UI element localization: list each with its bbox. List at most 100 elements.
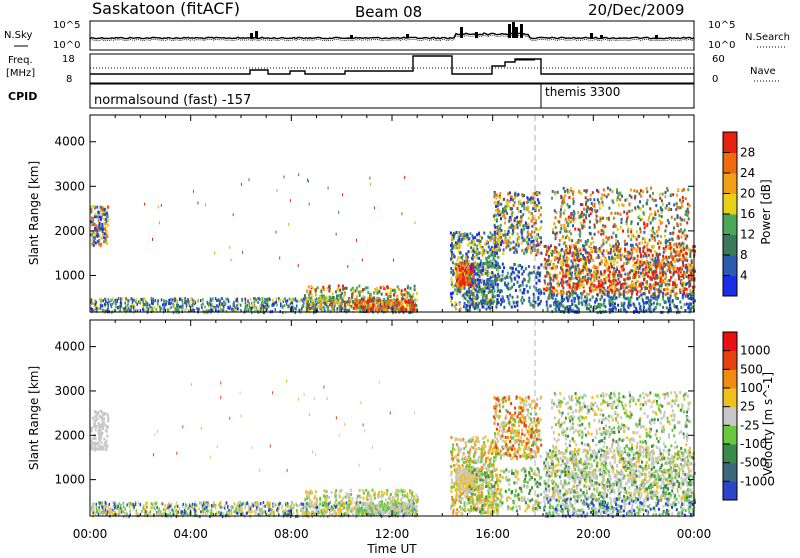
power-echo bbox=[450, 277, 452, 280]
power-echo bbox=[108, 306, 110, 309]
power-echo bbox=[564, 275, 566, 278]
power-echo bbox=[559, 272, 561, 275]
power-echo bbox=[621, 195, 623, 198]
power-echo bbox=[155, 299, 157, 302]
power-echo bbox=[571, 289, 573, 292]
power-echo bbox=[599, 303, 601, 306]
power-echo bbox=[662, 306, 664, 309]
power-echo bbox=[540, 252, 542, 255]
power-echo bbox=[587, 240, 589, 243]
power-echo bbox=[624, 273, 626, 276]
power-echo bbox=[634, 276, 636, 279]
power-echo bbox=[620, 286, 622, 289]
power-echo bbox=[106, 235, 108, 238]
power-echo bbox=[529, 276, 531, 279]
power-echo bbox=[476, 250, 478, 253]
power-echo bbox=[457, 256, 459, 259]
power-echo bbox=[646, 202, 648, 205]
power-echo bbox=[522, 284, 524, 287]
power-echo bbox=[618, 256, 620, 259]
power-echo bbox=[484, 243, 486, 246]
power-echo bbox=[539, 243, 541, 246]
power-echo bbox=[636, 230, 638, 233]
power-echo bbox=[638, 295, 640, 298]
power-echo bbox=[550, 250, 552, 253]
power-echo bbox=[600, 284, 602, 287]
power-echo bbox=[465, 279, 467, 282]
power-echo bbox=[630, 230, 632, 233]
power-echo bbox=[473, 280, 475, 283]
power-echo bbox=[327, 302, 329, 305]
power-echo bbox=[620, 226, 622, 229]
power-echo bbox=[288, 305, 290, 308]
power-echo bbox=[358, 285, 360, 288]
power-echo bbox=[565, 227, 567, 230]
power-echo bbox=[529, 247, 531, 250]
power-echo bbox=[676, 292, 678, 295]
power-echo bbox=[567, 283, 569, 286]
power-echo bbox=[660, 235, 662, 238]
cpid-label: CPID bbox=[8, 90, 37, 103]
power-echo bbox=[93, 244, 95, 247]
power-echo bbox=[548, 296, 550, 299]
power-echo bbox=[679, 291, 681, 294]
power-echo bbox=[498, 249, 500, 252]
power-echo bbox=[456, 291, 458, 294]
power-echo bbox=[576, 277, 578, 280]
power-echo bbox=[587, 277, 589, 280]
power-echo bbox=[295, 299, 297, 302]
power-echo bbox=[97, 240, 99, 243]
power-echo bbox=[252, 304, 254, 307]
power-echo bbox=[476, 304, 478, 307]
power-echo bbox=[588, 307, 590, 310]
power-echo bbox=[562, 268, 564, 271]
power-echo bbox=[627, 230, 629, 233]
power-echo bbox=[626, 242, 628, 245]
power-echo bbox=[411, 301, 413, 304]
power-echo bbox=[398, 309, 400, 312]
power-echo bbox=[111, 305, 113, 308]
power-echo bbox=[336, 233, 337, 236]
power-echo bbox=[241, 298, 243, 301]
power-echo bbox=[462, 282, 464, 285]
power-echo bbox=[650, 286, 652, 289]
power-echo bbox=[613, 263, 615, 266]
power-echo bbox=[280, 299, 282, 302]
power-echo bbox=[678, 242, 680, 245]
noise-spike bbox=[600, 35, 603, 38]
power-echo bbox=[472, 243, 474, 246]
power-echo bbox=[527, 291, 529, 294]
power-echo bbox=[569, 286, 571, 289]
power-echo bbox=[560, 227, 562, 230]
power-echo bbox=[630, 189, 632, 192]
power-echo bbox=[623, 262, 625, 265]
power-echo bbox=[647, 268, 649, 271]
power-echo bbox=[464, 287, 466, 290]
power-echo bbox=[276, 297, 278, 300]
power-echo bbox=[556, 274, 558, 277]
nave-tick-high: 60 bbox=[712, 54, 725, 65]
power-echo bbox=[118, 297, 120, 300]
power-echo bbox=[171, 301, 173, 304]
power-echo bbox=[143, 303, 145, 306]
power-echo bbox=[626, 262, 628, 265]
power-echo bbox=[579, 235, 581, 238]
power-echo bbox=[652, 230, 654, 233]
power-echo bbox=[681, 236, 683, 239]
power-echo bbox=[683, 290, 685, 293]
power-echo bbox=[656, 277, 658, 280]
power-echo bbox=[547, 271, 549, 274]
power-echo bbox=[528, 297, 530, 300]
power-echo bbox=[571, 239, 573, 242]
power-echo bbox=[410, 287, 412, 290]
power-echo bbox=[309, 290, 311, 293]
power-echo bbox=[667, 261, 669, 264]
power-echo bbox=[179, 298, 181, 301]
power-echo bbox=[634, 197, 636, 200]
power-echo bbox=[559, 215, 561, 218]
power-echo bbox=[160, 308, 162, 311]
power-echo bbox=[483, 292, 485, 295]
power-echo bbox=[610, 260, 612, 263]
power-echo bbox=[475, 288, 477, 291]
power-echo bbox=[558, 221, 560, 224]
